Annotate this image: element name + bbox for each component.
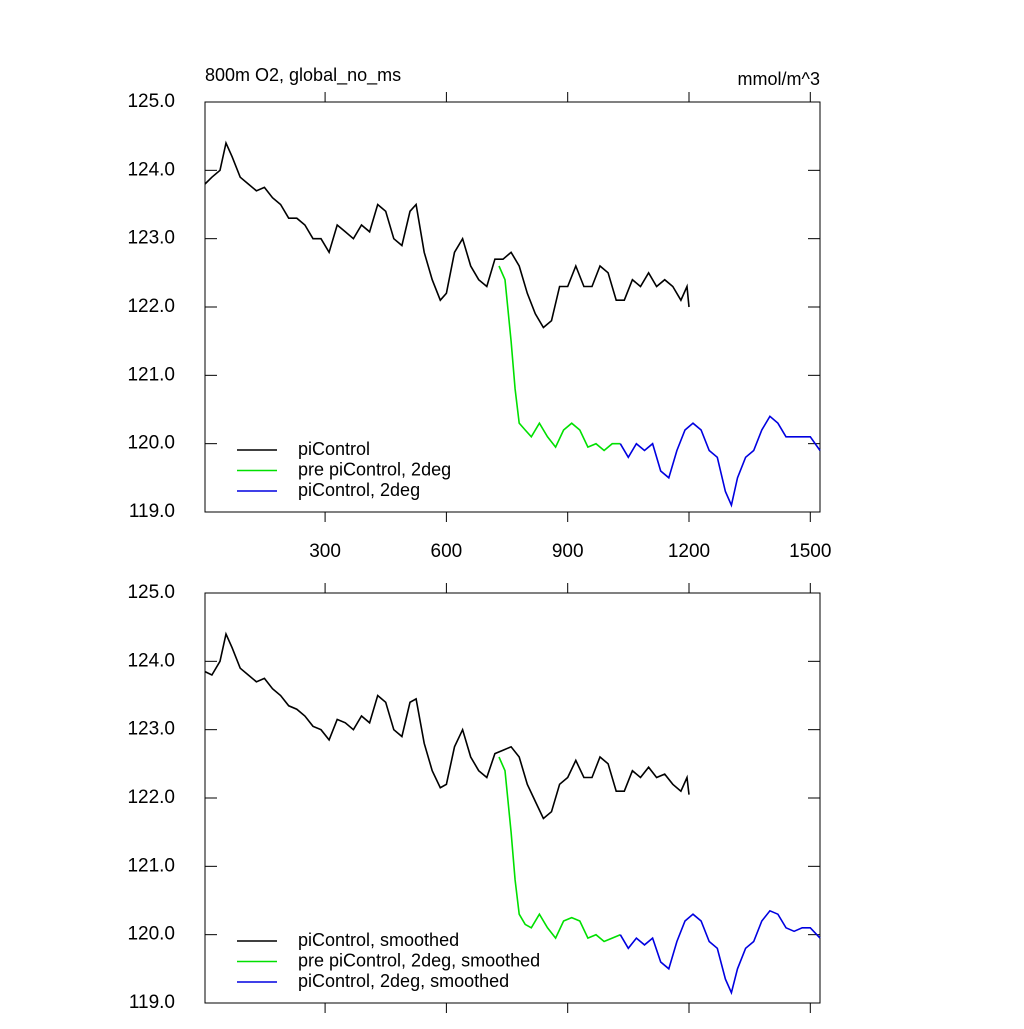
y-tick-label: 124.0 — [127, 650, 175, 671]
x-tick-label: 600 — [431, 541, 463, 562]
y-tick-label: 120.0 — [127, 924, 175, 945]
legend-label: piControl — [298, 439, 370, 459]
y-tick-label: 124.0 — [127, 159, 175, 180]
legend-label: piControl, 2deg — [298, 480, 420, 500]
x-tick-label: 900 — [552, 541, 584, 562]
legend-label: pre piControl, 2deg — [298, 459, 451, 479]
data-line — [619, 415, 821, 508]
y-tick-label: 123.0 — [127, 719, 175, 740]
data-line — [498, 756, 621, 943]
legend-label: pre piControl, 2deg, smoothed — [298, 950, 540, 970]
x-tick-label: 300 — [309, 541, 341, 562]
y-tick-label: 121.0 — [127, 855, 175, 876]
data-line — [619, 909, 821, 996]
x-tick-label: 1500 — [789, 541, 831, 562]
data-line — [204, 140, 690, 329]
y-tick-label: 121.0 — [127, 364, 175, 385]
units-label: mmol/m^3 — [738, 69, 820, 89]
x-tick-label: 1200 — [668, 541, 710, 562]
y-tick-label: 125.0 — [127, 91, 175, 112]
y-tick-label: 122.0 — [127, 787, 175, 808]
chart-title: 800m O2, global_no_ms — [205, 65, 401, 86]
data-line — [498, 265, 621, 452]
legend-label: piControl, 2deg, smoothed — [298, 971, 509, 991]
legend-label: piControl, smoothed — [298, 930, 459, 950]
y-tick-label: 123.0 — [127, 228, 175, 249]
y-tick-label: 119.0 — [129, 992, 175, 1013]
y-tick-label: 119.0 — [129, 501, 175, 522]
y-tick-label: 125.0 — [127, 582, 175, 603]
y-tick-label: 120.0 — [127, 433, 175, 454]
data-line — [204, 631, 690, 820]
y-tick-label: 122.0 — [127, 296, 175, 317]
